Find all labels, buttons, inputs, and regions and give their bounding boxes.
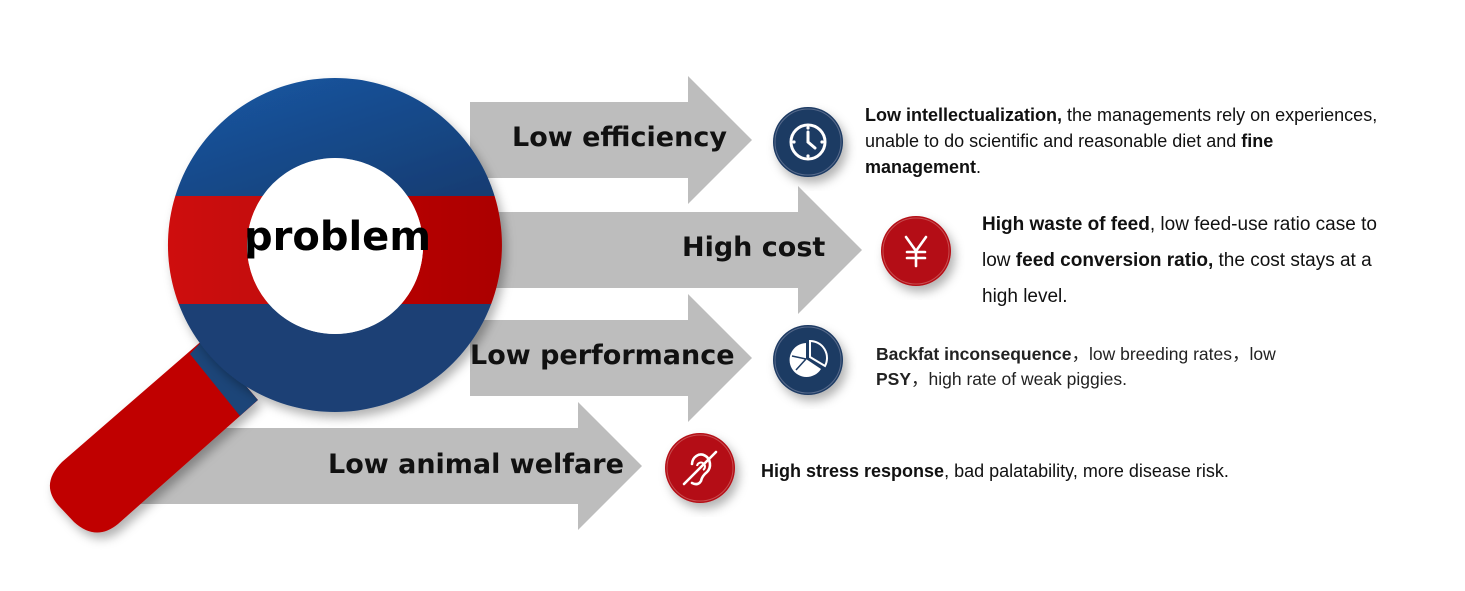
yen-icon	[881, 216, 951, 286]
desc-low-performance: Backfat inconsequence，low breeding rates…	[876, 342, 1296, 392]
desc-run: High waste of feed	[982, 214, 1150, 235]
desc-high-cost: High waste of feed, low feed-use ratio c…	[982, 207, 1392, 315]
problem-label-high-cost: High cost	[682, 232, 826, 263]
problem-label-low-animal-welfare: Low animal welfare	[328, 449, 624, 480]
desc-run: ，high rate of weak piggies.	[911, 369, 1127, 389]
problem-label-low-efficiency: Low efficiency	[512, 122, 727, 153]
desc-run: the managements rely on experiences, una…	[865, 105, 1378, 151]
desc-low-efficiency: Low intellectualization, the managements…	[865, 102, 1385, 180]
desc-run: .	[976, 157, 982, 177]
desc-run: PSY	[876, 369, 912, 389]
desc-run: feed conversion ratio,	[1015, 250, 1214, 271]
arrow-low-animal-welfare	[125, 402, 642, 530]
desc-run: Low intellectualization,	[865, 105, 1063, 125]
desc-run: ，low breeding rates，low	[1071, 344, 1276, 364]
desc-run: the cost stays at a high level.	[982, 250, 1372, 307]
arrow-low-efficiency	[470, 76, 752, 204]
problem-label-low-performance: Low performance	[470, 340, 735, 371]
desc-run: Backfat inconsequence	[876, 344, 1072, 364]
center-problem-label: problem	[244, 214, 431, 260]
desc-run: High stress response	[761, 461, 945, 481]
arrow-high-cost	[495, 186, 862, 314]
no-hearing-icon	[665, 433, 735, 503]
desc-run: fine management	[865, 131, 1274, 177]
arrow-low-performance	[470, 294, 752, 422]
clock-icon	[773, 107, 843, 177]
pie-chart-icon	[773, 325, 843, 395]
desc-low-animal-welfare: High stress response, bad palatability, …	[761, 458, 1381, 484]
desc-run: , bad palatability, more disease risk.	[944, 461, 1229, 481]
magnifier-lens	[247, 158, 423, 334]
desc-run: , low feed-use ratio case to low	[982, 214, 1377, 271]
